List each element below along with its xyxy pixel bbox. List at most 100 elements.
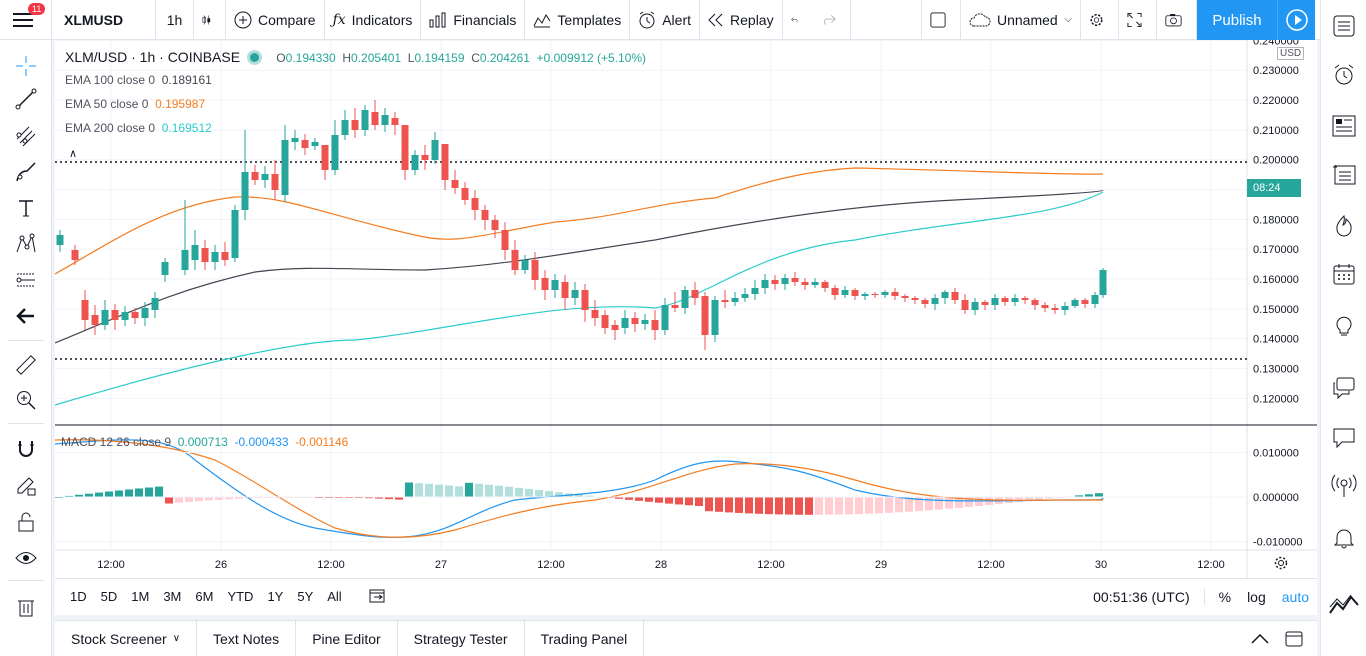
candle [251, 172, 259, 180]
financials-button[interactable]: Financials [421, 0, 526, 40]
pro-chart-button[interactable] [1328, 588, 1360, 620]
macd-histogram-bar [675, 497, 683, 505]
hide-toolbar-tool[interactable] [10, 300, 42, 332]
templates-icon [533, 13, 551, 27]
currency-label[interactable]: USD [1277, 47, 1305, 60]
candle [121, 312, 129, 320]
text-tool[interactable] [10, 192, 42, 224]
macd-histogram-bar [875, 497, 883, 514]
trend-line-tool[interactable] [10, 83, 42, 115]
tab-stock-screener[interactable]: Stock Screener ∨ [55, 620, 198, 656]
layout-select-button[interactable] [921, 0, 961, 40]
redo-button[interactable] [813, 0, 851, 40]
calendar-list-button[interactable] [1328, 158, 1360, 190]
play-button[interactable] [1277, 0, 1315, 40]
range-ytd[interactable]: YTD [227, 589, 254, 604]
pattern-tool[interactable] [10, 228, 42, 260]
measure-tool[interactable] [10, 349, 42, 381]
candle [641, 320, 649, 324]
indicators-button[interactable]: ƒx Indicators [325, 0, 422, 40]
range-1d[interactable]: 1D [70, 589, 87, 604]
symbol-title: XLM/USD · 1h · COINBASE [65, 49, 241, 65]
candle [991, 298, 999, 305]
symbol-search[interactable]: XLMUSD [52, 0, 156, 40]
news-button[interactable] [1328, 110, 1360, 142]
undo-button[interactable] [783, 0, 813, 40]
layout-name-button[interactable]: Unnamed ⌵ [961, 0, 1081, 40]
top-toolbar: 11 XLMUSD 1h Compare ƒx Indicators Finan… [0, 0, 1320, 40]
prediction-tool[interactable] [10, 264, 42, 296]
lock-drawings-tool[interactable] [10, 506, 42, 538]
bottom-panel-tabs: Stock Screener ∨ Text Notes Pine Editor … [55, 620, 1317, 656]
ema50-legend[interactable]: EMA 50 close 0 0.195987 [65, 97, 206, 111]
crosshair-tool[interactable] [10, 50, 42, 82]
macd-histogram-bar [1045, 497, 1053, 499]
range-1m[interactable]: 1M [131, 589, 150, 604]
fullscreen-button[interactable] [1119, 0, 1157, 40]
chart-settings-button[interactable] [1273, 555, 1293, 575]
tab-text-notes[interactable]: Text Notes [197, 620, 297, 656]
interval-button[interactable]: 1h [156, 0, 194, 40]
watchlist-button[interactable] [1328, 10, 1360, 42]
streams-button[interactable] [1328, 470, 1360, 502]
range-3m[interactable]: 3M [163, 589, 182, 604]
replay-button[interactable]: Replay [700, 0, 783, 40]
chart-canvas[interactable]: 0.240000 0.230000 0.220000 0.210000 0.200000… [55, 40, 1317, 578]
percent-toggle[interactable]: % [1218, 588, 1232, 605]
compare-button[interactable]: Compare [226, 0, 325, 40]
alerts-button[interactable] [1328, 59, 1360, 91]
chart-pane[interactable]: 0.240000 0.230000 0.220000 0.210000 0.200000… [55, 40, 1317, 615]
brush-tool[interactable] [10, 156, 42, 188]
ema50-line [55, 167, 1104, 275]
ruler-icon [16, 355, 36, 375]
time-tick-label: 26 [215, 559, 227, 571]
publish-button[interactable]: Publish [1197, 0, 1277, 40]
macd-histogram-bar [425, 483, 433, 497]
range-1y[interactable]: 1Y [267, 589, 284, 604]
timezone-clock[interactable]: 00:51:36 (UTC) [1085, 588, 1205, 605]
fib-tool[interactable] [10, 120, 42, 152]
candle [611, 325, 619, 330]
tab-trading-panel[interactable]: Trading Panel [525, 620, 645, 656]
alarm-clock-icon [1334, 64, 1354, 85]
crosshair-icon [16, 56, 36, 76]
goto-date-button[interactable] [361, 587, 395, 606]
macd-histogram-bar [795, 497, 803, 515]
zoom-tool[interactable] [10, 384, 42, 416]
stay-drawing-tool[interactable] [10, 470, 42, 502]
chats-button[interactable] [1328, 372, 1360, 404]
tab-strategy-tester[interactable]: Strategy Tester [398, 620, 525, 656]
range-6m[interactable]: 6M [195, 589, 214, 604]
magnet-tool[interactable] [10, 433, 42, 465]
calendar-button[interactable] [1328, 258, 1360, 290]
chart-style-button[interactable] [194, 0, 226, 40]
ideas-button[interactable] [1328, 310, 1360, 342]
notifications-button[interactable] [1328, 522, 1360, 554]
candle [561, 282, 569, 298]
range-5d[interactable]: 5D [100, 589, 118, 604]
collapse-legend-button[interactable]: ∧ [69, 147, 77, 160]
undo-icon [790, 16, 798, 23]
messages-button[interactable] [1328, 422, 1360, 454]
macd-histogram-bar [665, 497, 673, 504]
settings-button[interactable] [1081, 0, 1119, 40]
range-5y[interactable]: 5Y [297, 589, 314, 604]
maximize-panel-button[interactable] [1279, 621, 1317, 656]
log-toggle[interactable]: log [1247, 588, 1266, 605]
ema100-legend[interactable]: EMA 100 close 0 0.189161 [65, 73, 212, 87]
ema200-legend[interactable]: EMA 200 close 0 0.169512 [65, 121, 212, 135]
collapse-panel-button[interactable] [1241, 621, 1279, 656]
macd-legend[interactable]: MACD 12 26 close 9 0.000713 -0.000433 -0… [61, 435, 349, 449]
menu-button[interactable]: 11 [0, 0, 52, 40]
tab-pine-editor[interactable]: Pine Editor [296, 620, 398, 656]
auto-toggle[interactable]: auto [1281, 588, 1309, 605]
remove-drawings-tool[interactable] [10, 591, 42, 623]
range-all[interactable]: All [327, 589, 342, 604]
newspaper-icon [1332, 115, 1356, 137]
templates-button[interactable]: Templates [525, 0, 631, 40]
snapshot-button[interactable] [1157, 0, 1197, 40]
hide-drawings-tool[interactable] [10, 542, 42, 574]
trash-icon [18, 600, 34, 617]
alert-button[interactable]: Alert [630, 0, 701, 40]
hotlists-button[interactable] [1328, 210, 1360, 242]
